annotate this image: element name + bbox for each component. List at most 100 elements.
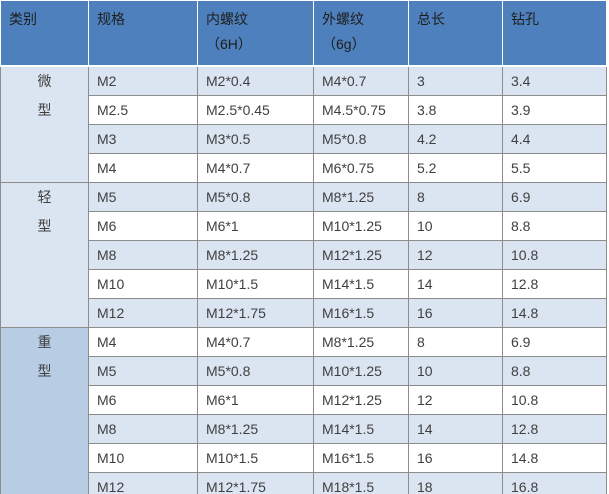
data-cell: 16.8 — [502, 472, 607, 494]
data-cell: 4.2 — [408, 124, 503, 154]
data-cell: M10 — [88, 443, 198, 473]
data-cell: 10 — [408, 356, 503, 386]
data-cell: 12.8 — [502, 269, 607, 299]
data-cell: 16 — [408, 443, 503, 473]
data-cell: M12 — [88, 472, 198, 494]
data-cell: 14.8 — [502, 298, 607, 328]
data-cell: M2.5*0.45 — [197, 95, 314, 125]
data-cell: M10*1.5 — [197, 443, 314, 473]
data-cell: M2*0.4 — [197, 65, 314, 96]
data-cell: M8*1.25 — [313, 327, 409, 357]
table-row: M8 M8*1.25 M12*1.25 12 10.8 — [1, 240, 607, 270]
data-cell: M5*0.8 — [313, 124, 409, 154]
header-row: 类别 规格 内螺纹 （6H） 外螺纹 （6g） 总长 钻孔 — [0, 0, 607, 67]
category-cell: 微型 — [0, 65, 89, 183]
data-cell: M3 — [88, 124, 198, 154]
header-cell-spec: 规格 — [88, 0, 198, 67]
data-cell: M14*1.5 — [313, 269, 409, 299]
data-cell: M10*1.5 — [197, 269, 314, 299]
header-label: 总长 — [417, 11, 445, 27]
header-cell-total-length: 总长 — [408, 0, 503, 67]
data-cell: 18 — [408, 472, 503, 494]
data-cell: 6.9 — [502, 182, 607, 212]
table-header: 类别 规格 内螺纹 （6H） 外螺纹 （6g） 总长 钻孔 — [0, 0, 607, 67]
header-cell-drill-hole: 钻孔 — [502, 0, 607, 67]
data-cell: 10 — [408, 211, 503, 241]
table-row: 重型 M4 M4*0.7 M8*1.25 8 6.9 — [0, 327, 607, 494]
data-cell: M4*0.7 — [197, 327, 314, 357]
category-cell: 重型 — [0, 327, 89, 494]
data-cell: M10*1.25 — [313, 356, 409, 386]
header-sublabel: （6g） — [322, 36, 366, 52]
data-cell: M6 — [88, 211, 198, 241]
data-cell: 16 — [408, 298, 503, 328]
data-cell: M5 — [88, 356, 198, 386]
table-row: M12 M12*1.75 M16*1.5 16 14.8 — [1, 298, 607, 328]
category-label-char: 型 — [37, 362, 52, 379]
data-cell: 3.8 — [408, 95, 503, 125]
data-cell: 8 — [408, 182, 503, 212]
header-cell-category: 类别 — [0, 0, 89, 67]
header-label: 外螺纹 — [322, 11, 364, 27]
data-cell: M5*0.8 — [197, 356, 314, 386]
data-cell: M16*1.5 — [313, 298, 409, 328]
data-cell: M12*1.25 — [313, 240, 409, 270]
data-cell: M4.5*0.75 — [313, 95, 409, 125]
data-cell: M8*1.25 — [197, 240, 314, 270]
data-cell: 10.8 — [502, 240, 607, 270]
category-label-char: 重 — [37, 334, 52, 350]
data-cell: M2 — [88, 65, 198, 96]
data-cell: M12*1.75 — [197, 472, 314, 494]
data-cell: M5*0.8 — [197, 182, 314, 212]
data-cell: M8 — [88, 414, 198, 444]
data-cell: 8.8 — [502, 356, 607, 386]
data-cell: 8 — [408, 327, 503, 357]
data-cell: 14 — [408, 414, 503, 444]
data-cell: 12 — [408, 240, 503, 270]
data-cell: M6 — [88, 385, 198, 415]
data-cell: M10*1.25 — [313, 211, 409, 241]
category-cell: 轻型 — [0, 182, 89, 328]
header-label: 内螺纹 — [206, 11, 248, 27]
data-cell: 3 — [408, 65, 503, 96]
data-cell: M12*1.75 — [197, 298, 314, 328]
data-cell: 12 — [408, 385, 503, 415]
data-cell: 10.8 — [502, 385, 607, 415]
header-cell-internal-thread: 内螺纹 （6H） — [197, 0, 314, 67]
data-cell: 14.8 — [502, 443, 607, 473]
data-cell: M3*0.5 — [197, 124, 314, 154]
data-cell: M8 — [88, 240, 198, 270]
data-cell: M2.5 — [88, 95, 198, 125]
table-row: M3 M3*0.5 M5*0.8 4.2 4.4 — [1, 124, 607, 154]
data-cell: 8.8 — [502, 211, 607, 241]
data-cell: M16*1.5 — [313, 443, 409, 473]
data-cell: 5.2 — [408, 153, 503, 183]
data-cell: M5 — [88, 182, 198, 212]
data-cell: M12 — [88, 298, 198, 328]
data-cell: M8*1.25 — [313, 182, 409, 212]
data-cell: M14*1.5 — [313, 414, 409, 444]
data-cell: M4*0.7 — [197, 153, 314, 183]
table-row: M4 M4*0.7 M6*0.75 5.2 5.5 — [1, 153, 607, 183]
data-cell: M8*1.25 — [197, 414, 314, 444]
table-body: 微型 M2 M2*0.4 M4*0.7 3 3.4 M2.5 M2.5*0.45 M4.5*0.… — [0, 65, 607, 494]
data-cell: M4*0.7 — [313, 65, 409, 96]
header-label: 类别 — [9, 11, 37, 27]
data-cell: 4.4 — [502, 124, 607, 154]
data-cell: M6*0.75 — [313, 153, 409, 183]
category-label-char: 型 — [37, 101, 52, 118]
table-row: M2.5 M2.5*0.45 M4.5*0.75 3.8 3.9 — [1, 95, 607, 125]
header-label: 钻孔 — [511, 11, 539, 27]
table-row: M8 M8*1.25 M14*1.5 14 12.8 — [1, 414, 607, 444]
data-cell: M6*1 — [197, 385, 314, 415]
data-cell: M6*1 — [197, 211, 314, 241]
table-row: 微型 M2 M2*0.4 M4*0.7 3 3.4 — [0, 65, 607, 183]
data-cell: M4 — [88, 153, 198, 183]
category-label-char: 微 — [37, 73, 52, 89]
data-cell: M10 — [88, 269, 198, 299]
data-cell: M4 — [88, 327, 198, 357]
data-cell: M18*1.5 — [313, 472, 409, 494]
table-row: M10 M10*1.5 M14*1.5 14 12.8 — [1, 269, 607, 299]
table-row: M12 M12*1.75 M18*1.5 18 16.8 — [1, 472, 607, 494]
category-label-char: 型 — [37, 217, 52, 234]
